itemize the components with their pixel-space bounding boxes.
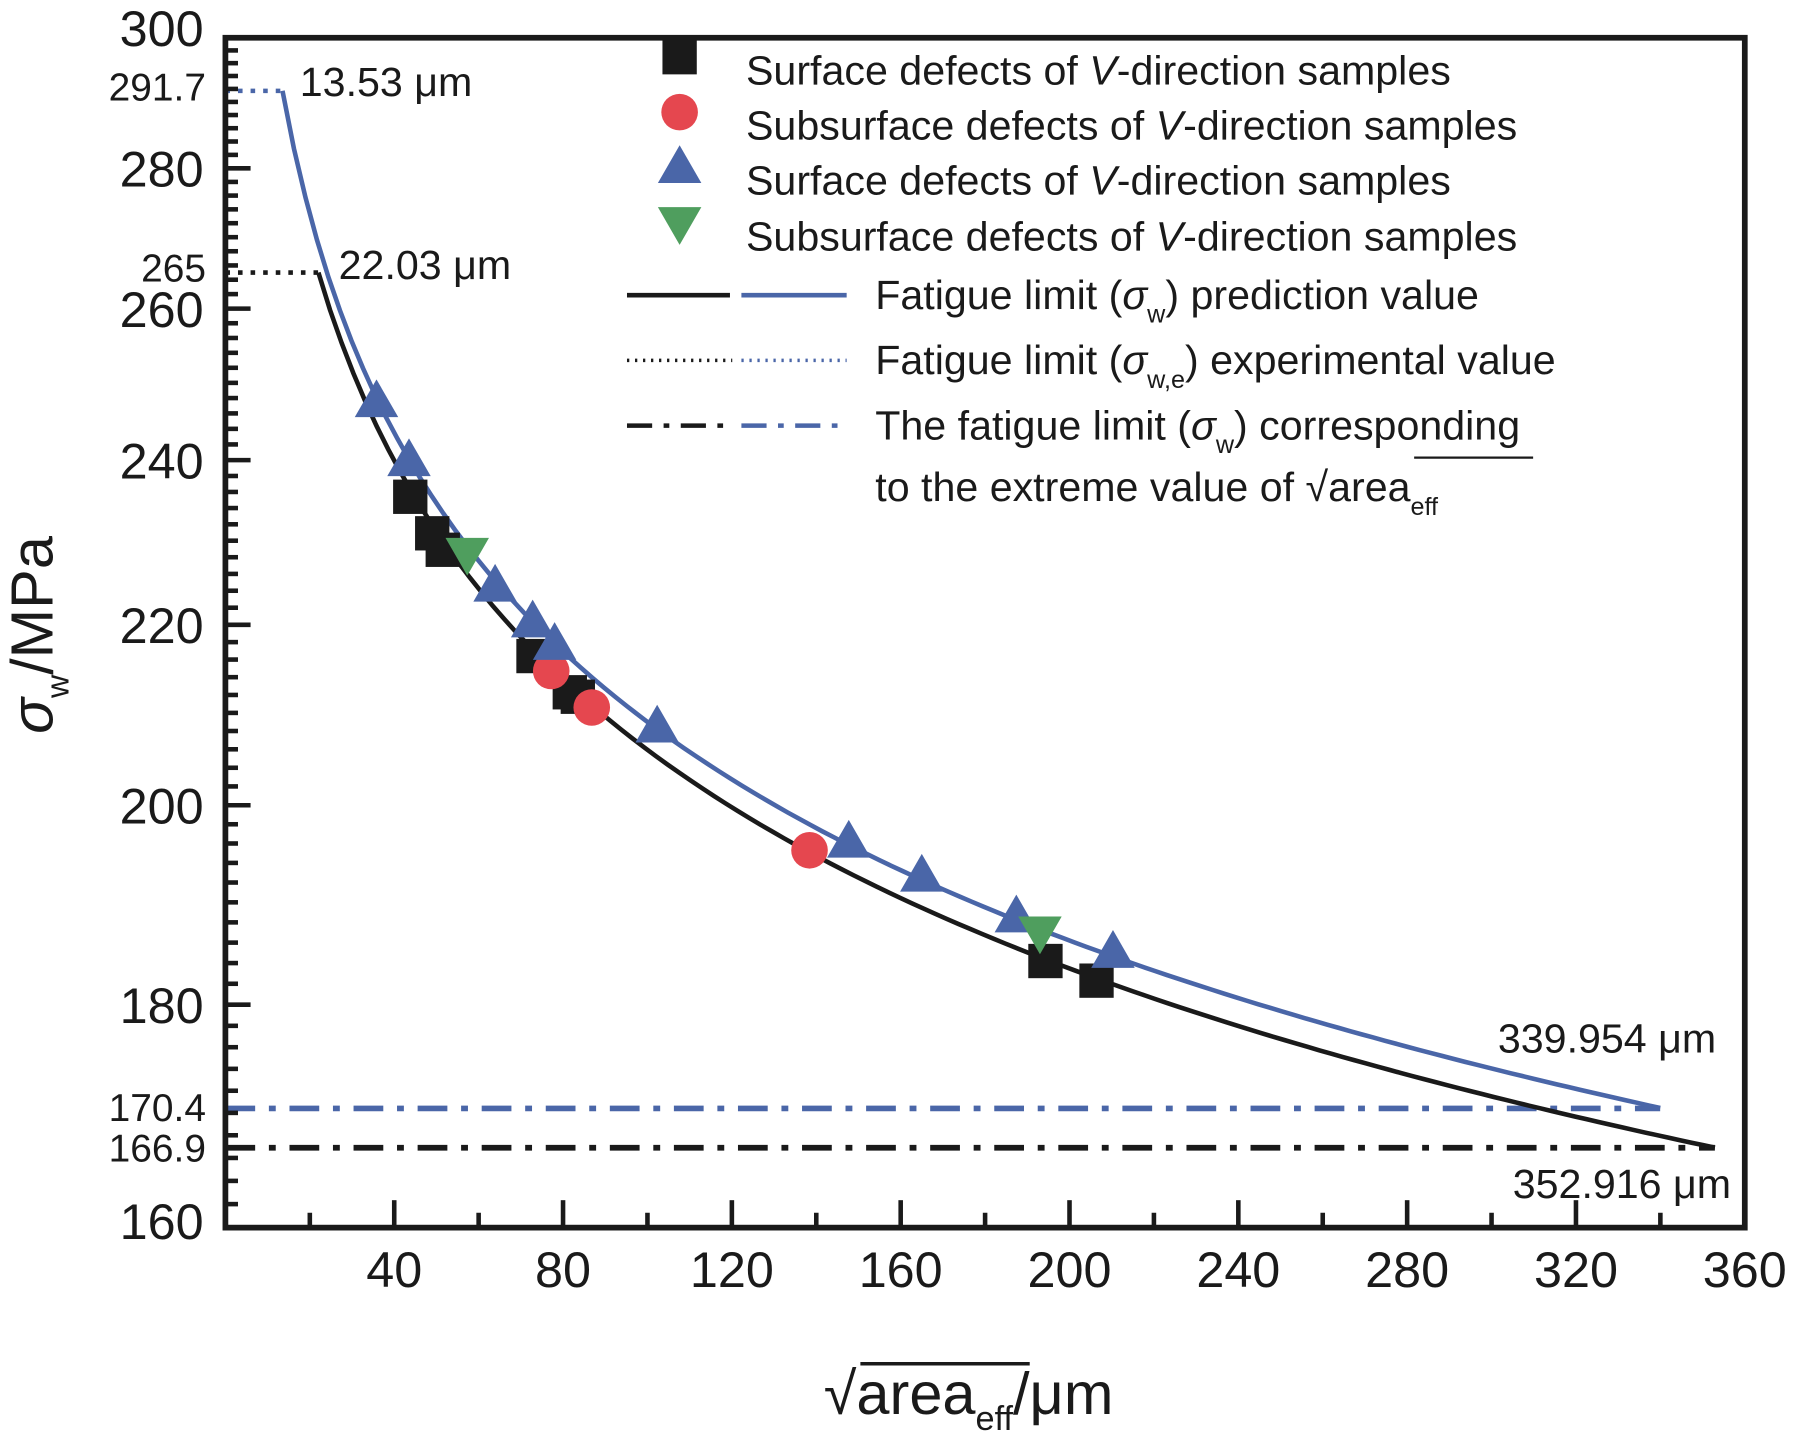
x-tick-label: 240 [1196,1241,1280,1298]
x-tick-label: 40 [366,1241,422,1298]
legend-label: Fatigue limit (σw) prediction value [875,272,1479,329]
x-tick-label: 80 [535,1241,591,1298]
y-title-subscript: w [40,674,76,699]
y-title-unit: /MPa [0,535,66,675]
y-special-tick-label: 265 [141,247,206,290]
annotation-13.53: 13.53 μm [300,59,472,105]
y-tick-label: 240 [120,432,204,489]
data-point-triangle-up-3 [510,599,555,638]
legend-subscript: w [1215,431,1235,459]
y-tick-label: 200 [120,778,204,835]
x-axis-title: √areaeff/μm [824,1360,1114,1437]
sqrt-symbol: √ [1306,464,1329,510]
legend-text-part: ) corresponding [1234,402,1520,448]
data-point-triangle-up-6 [827,819,871,858]
legend-text-part: area [1328,464,1411,510]
legend-marker-triangle-down [657,207,702,245]
data-point-circle-2 [791,831,828,869]
x-title-subscript: eff [975,1400,1013,1437]
legend-italic-v: V [1156,214,1187,260]
legend-text-part: Subsurface defects of [746,214,1156,260]
y-tick-label: 160 [120,1193,204,1250]
legend-text-part: -direction samples [1183,103,1517,149]
y-axis-title: σw/MPa [0,535,76,734]
y-special-tick-label: 291.7 [109,67,206,110]
data-point-triangle-up-9 [1091,930,1135,968]
legend-marker-circle [661,93,698,131]
data-point-square-6 [1028,943,1063,979]
y-tick-label: 260 [120,281,204,338]
legend-label: Subsurface defects of V-direction sample… [746,214,1517,260]
annotation-339.954: 339.954 μm [1498,1016,1716,1062]
annotation-22.03: 22.03 μm [339,242,511,288]
legend-text-part: ) experimental value [1185,337,1556,383]
data-point-triangle-down-1 [1018,916,1062,955]
y-tick-label: 180 [120,977,204,1034]
data-point-square-0 [393,479,428,514]
legend-sigma: σ [1191,402,1218,448]
legend-text-part: -direction samples [1117,157,1451,203]
legend-italic-v: V [1089,157,1120,203]
legend-label: Surface defects of V-direction samples [746,48,1451,94]
legend-sigma: σ [1122,337,1149,383]
sqrt-symbol: √ [824,1360,857,1427]
legend-text-part: ) prediction value [1165,272,1479,318]
legend-text-part: Surface defects of [746,48,1089,94]
y-tick-label: 280 [120,141,204,198]
legend-label: Surface defects of V-direction samples [746,157,1451,203]
x-tick-label: 360 [1703,1241,1787,1298]
data-point-triangle-up-5 [635,704,679,743]
x-tick-label: 320 [1534,1241,1618,1298]
x-tick-label: 160 [859,1241,943,1298]
x-tick-label: 200 [1028,1241,1112,1298]
x-tick-label: 280 [1365,1241,1449,1298]
legend-sigma: σ [1122,272,1149,318]
data-point-triangle-up-0 [354,379,399,418]
legend-text-part: Fatigue limit ( [875,337,1122,383]
data-point-triangle-up-2 [473,563,517,602]
legend-text-part: to the extreme value of [875,464,1305,510]
legend-label: The fatigue limit (σw) corresponding [875,402,1520,459]
y-special-tick-label: 170.4 [109,1087,206,1130]
data-point-circle-0 [532,652,570,690]
legend-text-part: -direction samples [1117,48,1451,94]
data-point-triangle-up-4 [532,622,577,660]
legend-italic-v: V [1156,103,1187,149]
legend-subscript: w [1146,301,1166,329]
legend-italic-v: V [1089,48,1120,94]
y-tick-label: 300 [120,0,204,57]
plot-area: 13.53 μm 22.03 μm 339.954 μm 352.916 μm [225,59,1731,1207]
x-title-base: area [856,1360,976,1427]
y-axis-title-group: σw/MPa [0,535,76,734]
legend-subscript: w,e [1146,366,1185,394]
legend: Surface defects of V-direction samplesSu… [626,40,1556,521]
legend-marker-square [662,40,697,75]
y-tick-label: 220 [120,597,204,654]
data-point-triangle-down-0 [445,537,489,576]
sigma-symbol: σ [0,696,66,734]
legend-text-part: Surface defects of [746,157,1089,203]
annotation-352.916: 352.916 μm [1513,1161,1731,1207]
legend-subscript: eff [1411,493,1440,521]
data-point-circle-1 [573,689,611,726]
legend-label: Fatigue limit (σw,e) experimental value [875,337,1555,394]
x-title-unit: /μm [1013,1360,1113,1427]
legend-text-part: The fatigue limit ( [875,402,1191,448]
data-point-square-7 [1079,963,1114,998]
legend-text-part: Fatigue limit ( [875,272,1122,318]
y-special-tick-label: 166.9 [109,1127,206,1170]
legend-label-line2: to the extreme value of √areaeff [875,464,1439,521]
legend-text-part: -direction samples [1183,214,1517,260]
data-point-triangle-up-7 [900,853,944,892]
x-tick-label: 120 [690,1241,774,1298]
legend-text-part: Subsurface defects of [746,103,1156,149]
legend-marker-triangle-up [657,145,702,184]
legend-label: Subsurface defects of V-direction sample… [746,103,1517,149]
data-point-triangle-up-1 [387,438,431,477]
